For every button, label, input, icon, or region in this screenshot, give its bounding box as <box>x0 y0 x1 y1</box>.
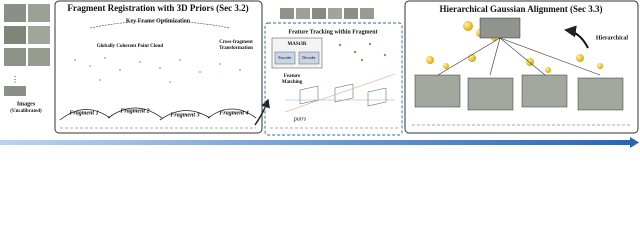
fragment-label: Fragment 4 <box>219 110 248 116</box>
panel-title: Feature Tracking within Fragment <box>288 29 377 35</box>
hierarchical-label: Hierarchical <box>596 35 629 41</box>
point <box>239 69 241 71</box>
image-thumb <box>4 26 26 44</box>
fragment-arc <box>59 109 111 121</box>
point <box>119 69 121 71</box>
optimization-arc <box>89 20 231 29</box>
transform-label: Cross-fragment <box>219 40 253 45</box>
panel-frame <box>264 22 403 136</box>
fragment-arc <box>107 107 163 119</box>
fragment-arc <box>159 110 211 121</box>
link <box>499 37 546 76</box>
frame <box>367 87 387 107</box>
frame <box>334 83 354 103</box>
track-line <box>284 73 396 113</box>
ellipsis: ⋮ <box>11 75 19 84</box>
fragment-thumbs <box>280 8 374 19</box>
point <box>338 43 342 47</box>
timeline-arrow <box>0 140 630 145</box>
matching-label: Matching <box>282 80 303 85</box>
panel-title: Fragment Registration with 3D Priors (Se… <box>67 3 248 13</box>
flow-arrow <box>254 98 270 126</box>
point <box>74 59 76 61</box>
thumb <box>360 8 374 19</box>
link <box>437 37 501 76</box>
fragment-arc <box>207 108 257 119</box>
image-thumb <box>28 26 50 44</box>
pairs-label: pairs <box>293 116 307 122</box>
point <box>139 61 141 63</box>
image-thumb <box>28 48 50 66</box>
sphere <box>576 54 584 62</box>
sphere <box>443 63 449 69</box>
thumb <box>280 8 294 19</box>
sphere <box>545 67 551 73</box>
fragment-arcs <box>59 107 257 121</box>
panel-frame <box>404 0 639 134</box>
sphere <box>426 56 434 64</box>
panel-subtitle: Key Frame Optimization <box>126 18 191 24</box>
timeline-arrowhead <box>630 137 639 148</box>
figure: ⋮ Images (Uncalibrated) Fragment Registr… <box>0 0 639 148</box>
point <box>99 79 101 81</box>
scene-box <box>414 74 461 108</box>
panel-frame <box>54 0 263 134</box>
point <box>360 58 364 62</box>
decoder-block <box>298 51 320 65</box>
scene-box <box>467 77 514 111</box>
image-thumb <box>4 48 26 66</box>
thumb <box>344 8 358 19</box>
image-thumb <box>28 4 50 22</box>
thumb <box>312 8 326 19</box>
sphere <box>597 63 603 69</box>
point <box>104 57 106 59</box>
scene-box <box>521 74 568 108</box>
fragment-label: Fragment 2 <box>120 108 149 114</box>
link <box>489 37 501 76</box>
fragment-label: Fragment 3 <box>170 112 199 118</box>
point-cloud <box>74 57 241 83</box>
encoder-block <box>274 51 296 65</box>
thumb <box>296 8 310 19</box>
thumb <box>328 8 342 19</box>
point <box>368 42 372 46</box>
point <box>89 65 91 67</box>
encoder-label: Encoder <box>278 55 292 60</box>
hierarchical-arrow <box>564 25 589 49</box>
point <box>383 53 387 57</box>
image-thumb <box>4 86 26 96</box>
panel-title: Hierarchical Gaussian Alignment (Sec 3.3… <box>439 4 602 14</box>
input-images: ⋮ <box>4 4 50 96</box>
match-points <box>338 42 387 62</box>
point <box>159 67 161 69</box>
point <box>353 50 357 54</box>
link <box>499 37 601 76</box>
point-cloud-label: Globally Coherent Point Cloud <box>97 44 164 49</box>
transform-label: Transformation <box>219 46 253 51</box>
point <box>179 59 181 61</box>
image-thumb <box>4 4 26 22</box>
frames <box>284 73 396 113</box>
point <box>169 81 171 83</box>
model-label: MASt3R <box>288 42 307 47</box>
images-label: Images <box>17 101 36 107</box>
scene-box <box>577 77 624 111</box>
gaussian-box <box>479 17 521 39</box>
images-sublabel: (Uncalibrated) <box>10 109 42 114</box>
sphere <box>463 21 473 31</box>
point <box>199 71 201 73</box>
scene-boxes <box>414 74 624 111</box>
sphere <box>468 54 476 62</box>
matching-label: Feature <box>284 74 301 79</box>
fragment-label: Fragment 1 <box>69 110 98 116</box>
decoder-label: Decoder <box>302 55 316 60</box>
point <box>219 63 221 65</box>
hierarchy-links <box>437 37 601 76</box>
